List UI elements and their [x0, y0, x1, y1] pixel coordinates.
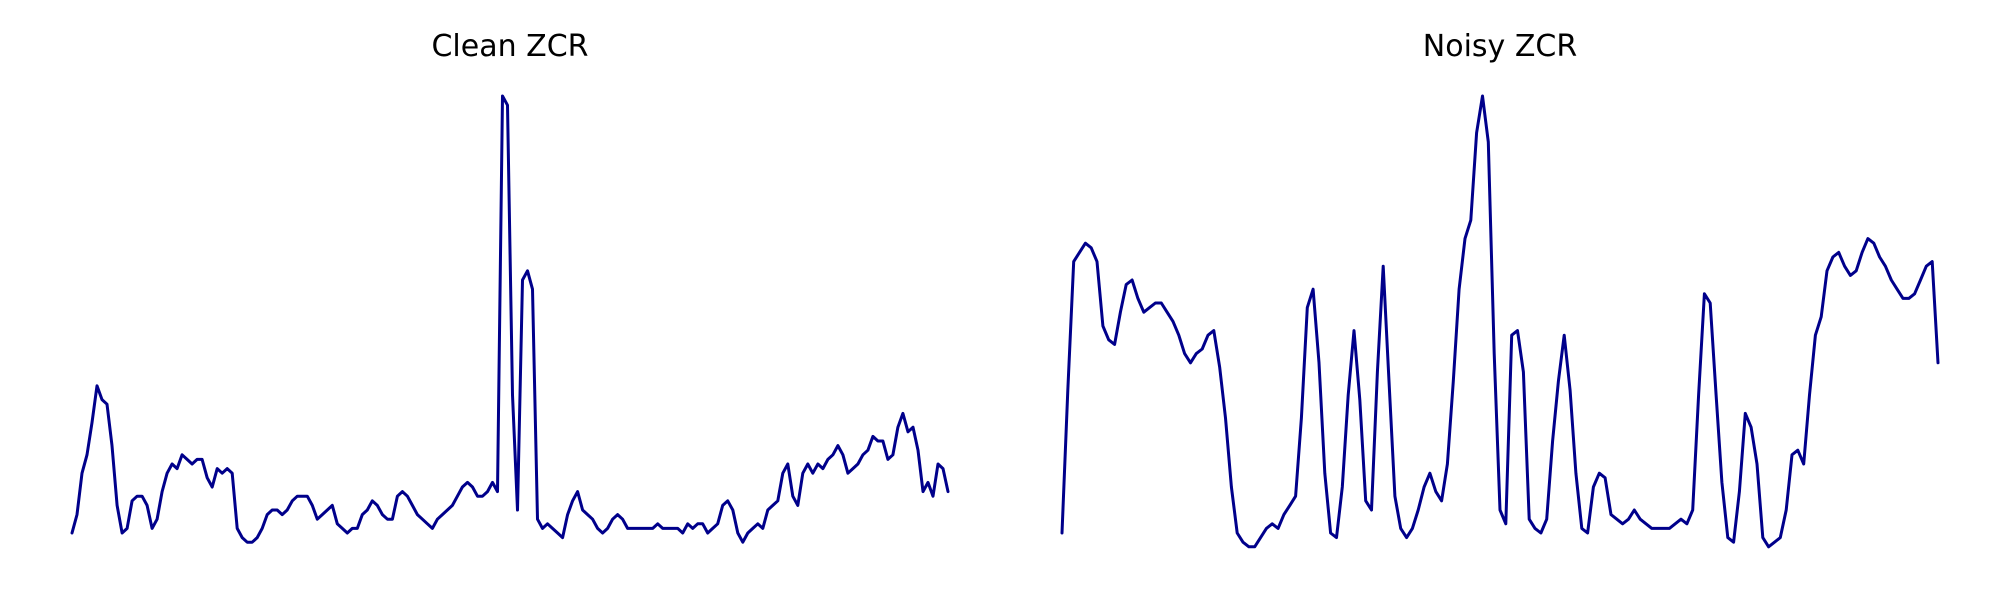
series-line-noisy-zcr: [1060, 94, 1940, 549]
chart-noisy-zcr: Noisy ZCR: [1060, 29, 1940, 549]
chart-title-clean-zcr: Clean ZCR: [431, 29, 588, 64]
series-line-clean-zcr: [70, 94, 950, 544]
chart-clean-zcr: Clean ZCR: [70, 29, 950, 544]
chart-title-noisy-zcr: Noisy ZCR: [1423, 29, 1577, 64]
